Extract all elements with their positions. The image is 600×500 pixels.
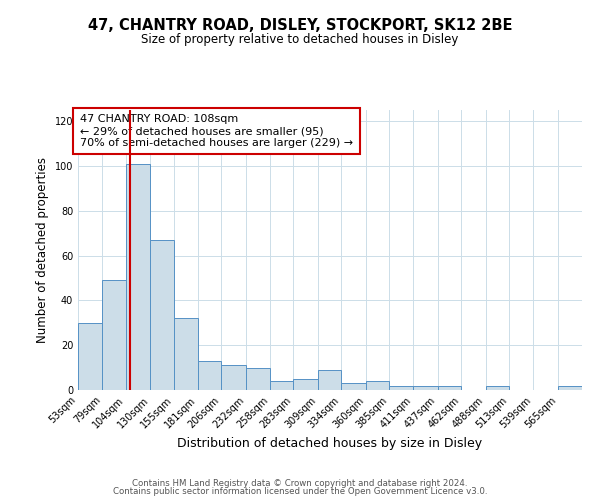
- Bar: [293, 379, 318, 390]
- Bar: [438, 386, 461, 390]
- Bar: [341, 384, 365, 390]
- X-axis label: Distribution of detached houses by size in Disley: Distribution of detached houses by size …: [178, 436, 482, 450]
- Bar: [221, 366, 245, 390]
- Bar: [173, 318, 198, 390]
- Text: Contains HM Land Registry data © Crown copyright and database right 2024.: Contains HM Land Registry data © Crown c…: [132, 478, 468, 488]
- Text: 47 CHANTRY ROAD: 108sqm
← 29% of detached houses are smaller (95)
70% of semi-de: 47 CHANTRY ROAD: 108sqm ← 29% of detache…: [80, 114, 353, 148]
- Bar: [245, 368, 270, 390]
- Bar: [557, 386, 582, 390]
- Bar: [198, 361, 221, 390]
- Bar: [365, 381, 389, 390]
- Text: Contains public sector information licensed under the Open Government Licence v3: Contains public sector information licen…: [113, 487, 487, 496]
- Bar: [318, 370, 341, 390]
- Bar: [270, 381, 293, 390]
- Bar: [389, 386, 413, 390]
- Y-axis label: Number of detached properties: Number of detached properties: [36, 157, 49, 343]
- Bar: [413, 386, 438, 390]
- Text: 47, CHANTRY ROAD, DISLEY, STOCKPORT, SK12 2BE: 47, CHANTRY ROAD, DISLEY, STOCKPORT, SK1…: [88, 18, 512, 32]
- Bar: [78, 323, 103, 390]
- Text: Size of property relative to detached houses in Disley: Size of property relative to detached ho…: [142, 32, 458, 46]
- Bar: [150, 240, 173, 390]
- Bar: [126, 164, 150, 390]
- Bar: [103, 280, 126, 390]
- Bar: [485, 386, 509, 390]
